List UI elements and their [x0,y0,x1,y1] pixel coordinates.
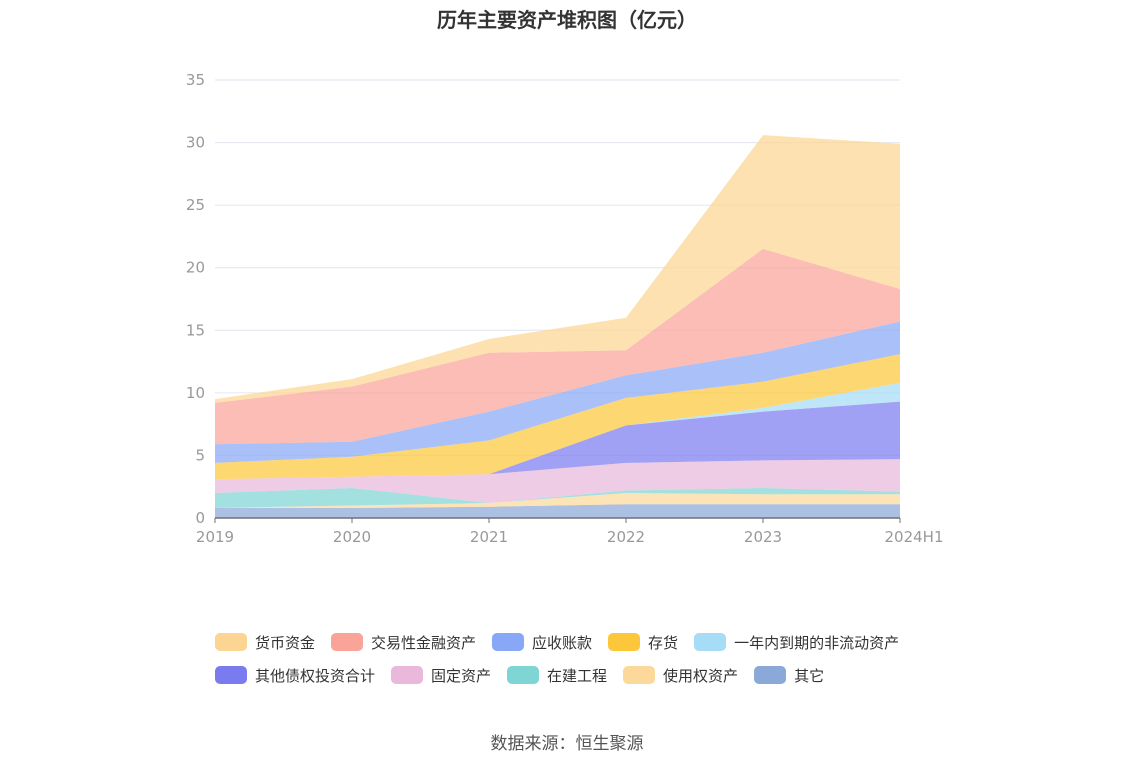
y-tick-label: 30 [186,134,205,152]
legend-label: 其他债权投资合计 [255,666,376,685]
legend-item[interactable]: 固定资产 [391,665,491,686]
legend-swatch [215,666,247,684]
y-tick-label: 35 [186,71,205,89]
x-tick-label: 2021 [470,528,508,546]
legend-label: 应收账款 [532,633,593,652]
y-tick-label: 15 [186,321,205,339]
area-固定资产 [215,459,900,503]
y-tick-label: 25 [186,196,205,214]
legend-swatch [492,633,525,651]
area-货币资金 [215,135,900,403]
legend-label: 固定资产 [431,666,492,685]
data-source: 数据来源：恒生聚源 [490,734,644,754]
legend-swatch [331,633,364,651]
legend-row-2: 其他债权投资合计 固定资产 在建工程 使用权资产 其它 [215,663,955,687]
x-tick-label: 2019 [196,528,234,546]
legend-label: 在建工程 [547,666,608,685]
legend-label: 货币资金 [255,633,316,652]
area-使用权资产 [215,493,900,508]
area-交易性金融资产 [215,248,900,445]
legend-swatch [694,633,727,651]
legend: 货币资金 交易性金融资产 应收账款 存货 一年内到期的非流动资产 其他债权投资合计 固定资… [215,630,955,696]
area-存货 [215,354,900,480]
legend-label: 存货 [648,633,679,652]
x-tick-label: 2023 [744,528,782,546]
y-tick-label: 20 [186,259,205,277]
area-其它 [215,504,900,518]
legend-item[interactable]: 一年内到期的非流动资产 [694,632,899,653]
legend-swatch [215,633,247,651]
area-应收账款 [215,321,900,463]
legend-item[interactable]: 在建工程 [507,665,607,686]
legend-item[interactable]: 存货 [608,632,678,653]
x-tick-label: 2020 [333,528,371,546]
x-tick-label: 2024H1 [885,528,944,546]
legend-swatch [391,666,424,684]
legend-swatch [623,666,656,684]
stacked-area-chart: 0 5 10 15 20 25 30 35 2019 2020 2021 2022 2023 2024H1 [186,71,944,546]
legend-swatch [608,633,641,651]
area-其他债权投资合计 [215,401,900,480]
y-tick-label: 5 [195,446,205,464]
legend-swatch [754,666,787,684]
y-tick-label: 10 [186,384,205,402]
x-tick-label: 2022 [607,528,645,546]
legend-item[interactable]: 应收账款 [492,632,592,653]
legend-item[interactable]: 使用权资产 [623,665,738,686]
y-tick-label: 0 [195,509,205,527]
legend-row-1: 货币资金 交易性金融资产 应收账款 存货 一年内到期的非流动资产 [215,630,955,654]
area-在建工程 [215,488,900,508]
legend-item[interactable]: 其他债权投资合计 [215,665,375,686]
legend-label: 一年内到期的非流动资产 [734,633,900,652]
legend-item[interactable]: 其它 [754,665,824,686]
legend-item[interactable]: 货币资金 [215,632,315,653]
area-series [215,135,900,518]
legend-swatch [507,666,540,684]
legend-label: 使用权资产 [663,666,739,685]
chart-title: 历年主要资产堆积图（亿元） [437,8,697,32]
axes: 0 5 10 15 20 25 30 35 2019 2020 2021 2022 2023 2024H1 [186,71,944,546]
legend-label: 其它 [794,666,825,685]
legend-label: 交易性金融资产 [371,633,477,652]
legend-item[interactable]: 交易性金融资产 [331,632,476,653]
